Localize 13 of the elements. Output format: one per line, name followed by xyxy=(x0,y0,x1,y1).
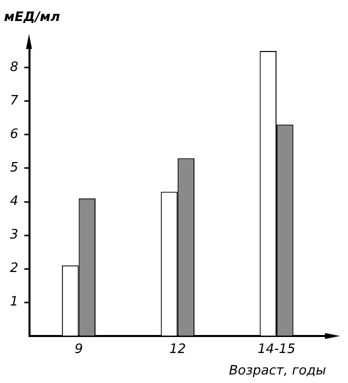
x-axis-title: Возраст, годы xyxy=(228,364,326,379)
y-tick-label: 4 xyxy=(10,194,18,210)
x-tick-label: 9 xyxy=(74,342,83,357)
y-tick-label: 2 xyxy=(10,261,18,276)
y-axis-title: мЕД/мл xyxy=(4,10,60,26)
y-tick-label: 5 xyxy=(10,160,18,176)
y-tick-label: 8 xyxy=(10,60,18,76)
x-tick-label: 14-15 xyxy=(258,342,296,357)
y-tick-label: 1 xyxy=(10,294,18,310)
y-tick-label: 6 xyxy=(10,127,18,142)
y-tick-label: 3 xyxy=(10,228,18,243)
y-tick-label: 7 xyxy=(10,94,19,109)
x-tick-label: 12 xyxy=(169,342,186,357)
